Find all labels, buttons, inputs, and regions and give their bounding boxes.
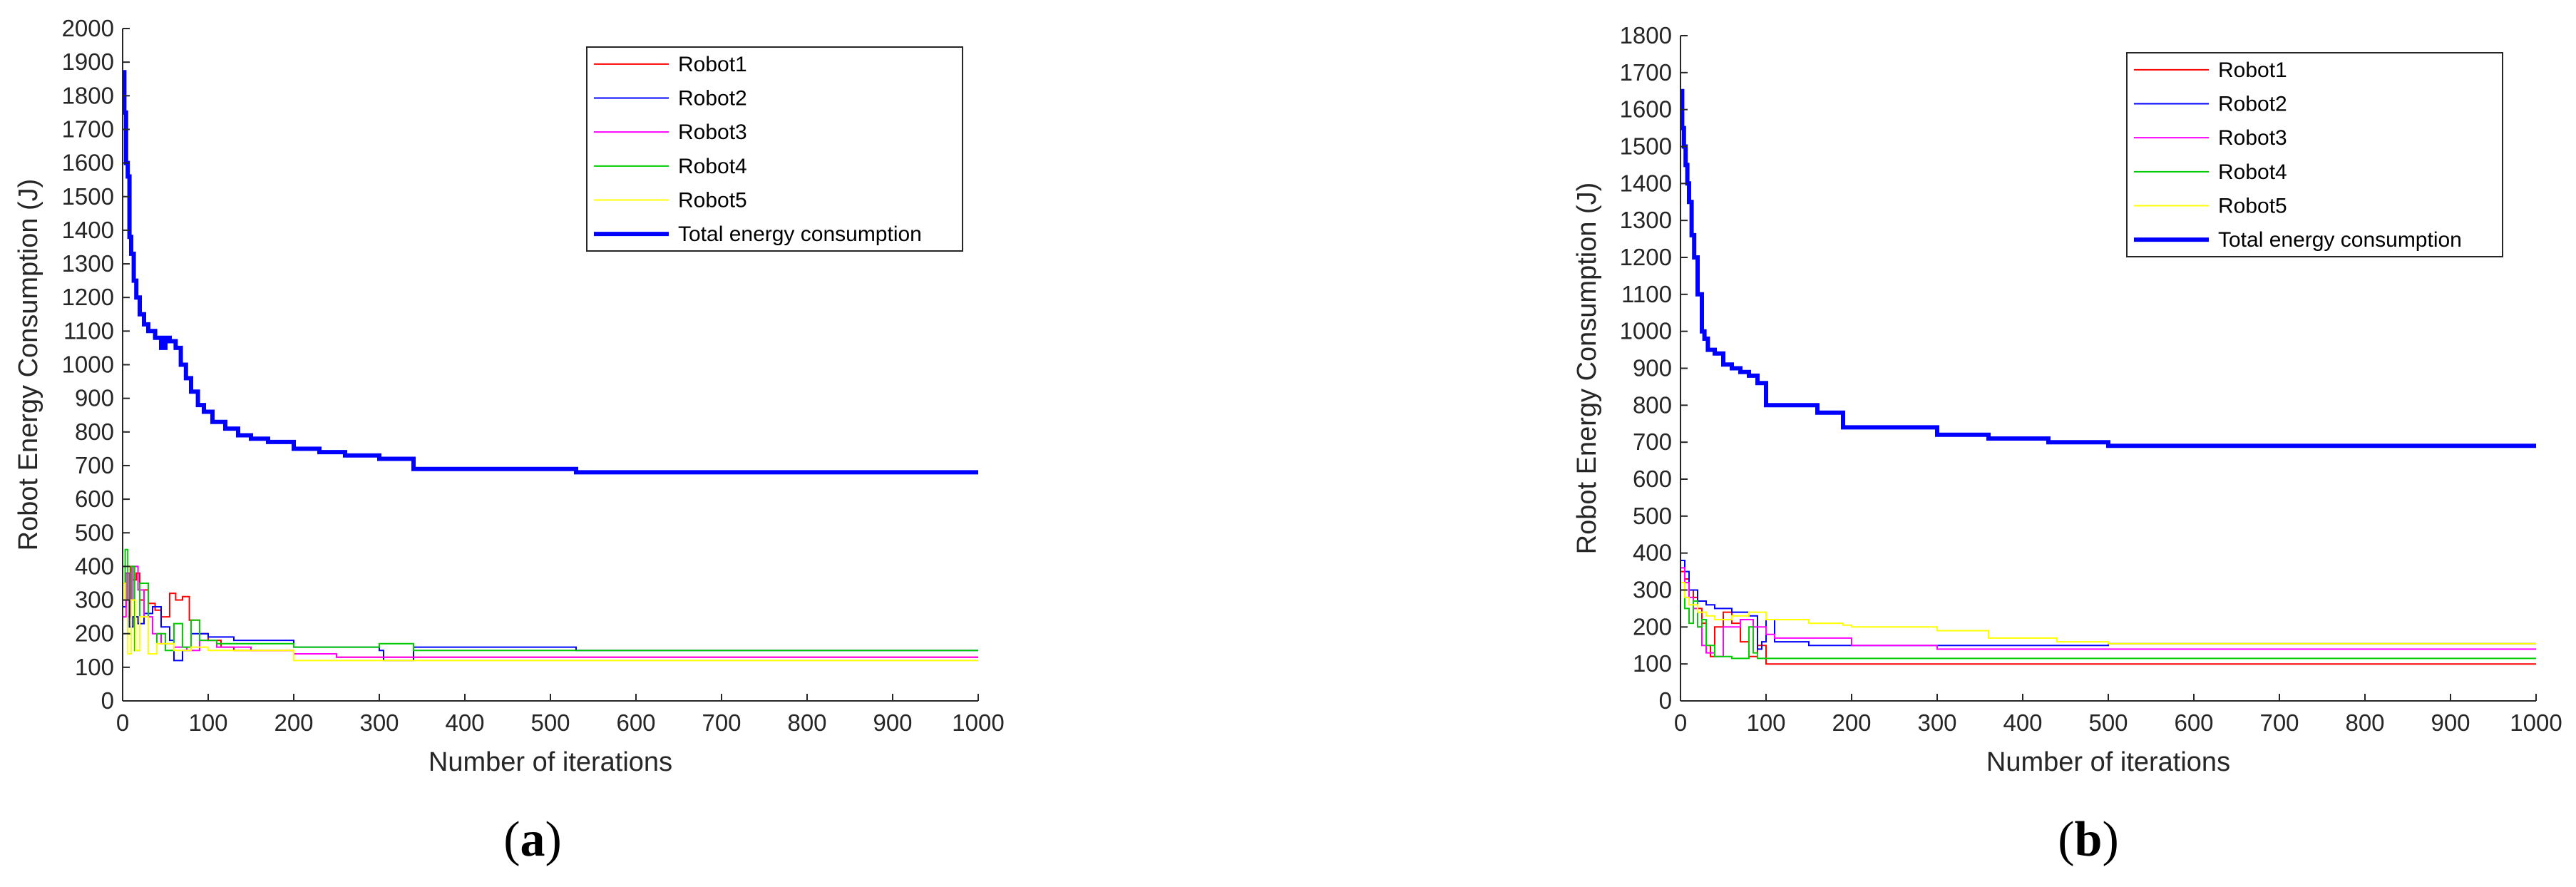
y-tick-label: 1600 bbox=[62, 150, 114, 176]
y-tick-label: 2000 bbox=[62, 15, 114, 41]
x-tick-label: 400 bbox=[445, 709, 484, 736]
y-tick-label: 200 bbox=[1633, 613, 1672, 640]
y-tick-label: 900 bbox=[75, 385, 114, 411]
y-tick-label: 300 bbox=[75, 587, 114, 613]
y-tick-label: 700 bbox=[1633, 429, 1672, 455]
y-tick-label: 500 bbox=[1633, 503, 1672, 529]
x-tick-label: 0 bbox=[1674, 709, 1687, 736]
y-tick-label: 1000 bbox=[62, 352, 114, 378]
y-tick-label: 400 bbox=[75, 553, 114, 579]
x-tick-label: 1000 bbox=[952, 709, 1004, 736]
y-tick-label: 100 bbox=[75, 654, 114, 680]
series-line-robot5 bbox=[123, 583, 978, 662]
y-axis-label: Robot Energy Consumption (J) bbox=[1572, 183, 1602, 555]
series-line-robot2 bbox=[123, 599, 978, 662]
x-tick-label: 100 bbox=[188, 709, 227, 736]
y-tick-label: 600 bbox=[1633, 466, 1672, 492]
legend-entry: Robot5 bbox=[678, 189, 747, 212]
series-line-total-energy-consumption bbox=[1680, 88, 2536, 448]
x-tick-label: 900 bbox=[873, 709, 912, 736]
panel-label: (a) bbox=[503, 812, 562, 867]
y-tick-label: 1400 bbox=[1620, 170, 1672, 196]
series-line-robot2 bbox=[1680, 560, 2536, 650]
x-axis-label: Number of iterations bbox=[1986, 747, 2230, 777]
y-tick-label: 1200 bbox=[1620, 244, 1672, 270]
legend-entry: Robot2 bbox=[678, 87, 747, 111]
x-tick-label: 900 bbox=[2431, 709, 2470, 736]
plot-area bbox=[122, 70, 978, 662]
y-tick-label: 0 bbox=[101, 687, 114, 714]
x-tick-label: 300 bbox=[359, 709, 399, 736]
legend-entry: Total energy consumption bbox=[2218, 228, 2462, 252]
y-tick-label: 1900 bbox=[62, 48, 114, 75]
chart-panel-b: 0 100 200 300 400 500 600 700 800 900 1000 0 100 200 3… bbox=[1572, 22, 2562, 867]
y-tick-label: 1800 bbox=[62, 82, 114, 108]
chart-panel-a: 0 100 200 300 400 500 600 700 800 900 1000 0 100 200 3… bbox=[14, 15, 1005, 867]
y-tick-label: 1100 bbox=[1621, 281, 1672, 307]
panel-label: (b) bbox=[2058, 812, 2119, 867]
y-tick-label: 1500 bbox=[1620, 133, 1672, 160]
x-tick-label: 200 bbox=[274, 709, 313, 736]
y-tick-label: 100 bbox=[1633, 650, 1672, 677]
y-tick-label: 400 bbox=[1633, 540, 1672, 566]
y-tick-label: 700 bbox=[75, 452, 114, 478]
x-tick-label: 700 bbox=[2259, 709, 2299, 736]
legend-entry: Robot3 bbox=[2218, 126, 2287, 150]
y-tick-label: 0 bbox=[1659, 687, 1672, 714]
legend-entry: Total energy consumption bbox=[678, 222, 922, 246]
legend-entry: Robot4 bbox=[2218, 160, 2287, 184]
x-tick-label: 200 bbox=[1832, 709, 1871, 736]
legend-box bbox=[586, 46, 963, 252]
legend-entry: Robot5 bbox=[2218, 195, 2287, 218]
x-axis-label: Number of iterations bbox=[429, 747, 672, 777]
y-tick-label: 900 bbox=[1633, 355, 1672, 381]
y-tick-label: 800 bbox=[75, 419, 114, 445]
legend-entry: Robot2 bbox=[2218, 93, 2287, 116]
x-tick-label: 800 bbox=[2345, 709, 2384, 736]
y-tick-label: 1700 bbox=[62, 116, 114, 142]
y-tick-label: 500 bbox=[75, 519, 114, 545]
series-line-robot1 bbox=[1680, 570, 2536, 665]
x-tick-label: 700 bbox=[702, 709, 741, 736]
y-tick-label: 800 bbox=[1633, 391, 1672, 418]
y-tick-label: 1000 bbox=[1620, 318, 1672, 344]
plot-area bbox=[1680, 88, 2536, 665]
series-line-robot4 bbox=[123, 548, 978, 655]
series-line-total-energy-consumption bbox=[122, 70, 978, 475]
x-tick-label: 1000 bbox=[2510, 709, 2562, 736]
x-tick-label: 500 bbox=[2088, 709, 2128, 736]
x-tick-label: 300 bbox=[1917, 709, 1956, 736]
legend: Robot1 Robot2 Robot3 Robot4 Robot5 Total ener… bbox=[586, 46, 963, 252]
y-tick-label: 1100 bbox=[63, 317, 114, 344]
y-tick-label: 1600 bbox=[1620, 96, 1672, 123]
legend-entry: Robot4 bbox=[678, 155, 747, 178]
legend-entry: Robot3 bbox=[678, 121, 747, 144]
y-tick-label: 1300 bbox=[62, 250, 114, 277]
y-tick-label: 600 bbox=[75, 486, 114, 512]
y-tick-label: 1400 bbox=[62, 217, 114, 243]
y-tick-label: 1300 bbox=[1620, 207, 1672, 233]
x-tick-label: 0 bbox=[116, 709, 129, 736]
series-line-robot5 bbox=[1680, 582, 2536, 645]
y-tick-label: 200 bbox=[75, 620, 114, 647]
x-tick-label: 600 bbox=[2174, 709, 2213, 736]
legend: Robot1 Robot2 Robot3 Robot4 Robot5 Total ener… bbox=[2126, 52, 2503, 257]
legend-entry: Robot1 bbox=[2218, 58, 2287, 82]
legend-box bbox=[2126, 52, 2503, 257]
y-axis-label: Robot Energy Consumption (J) bbox=[14, 179, 43, 551]
y-tick-label: 1700 bbox=[1620, 59, 1672, 86]
y-tick-label: 300 bbox=[1633, 577, 1672, 603]
x-tick-label: 800 bbox=[787, 709, 826, 736]
x-tick-label: 500 bbox=[530, 709, 570, 736]
y-tick-label: 1800 bbox=[1620, 22, 1672, 48]
y-tick-label: 1200 bbox=[62, 284, 114, 310]
legend-entry: Robot1 bbox=[678, 53, 747, 76]
x-tick-label: 100 bbox=[1746, 709, 1785, 736]
x-tick-label: 400 bbox=[2003, 709, 2042, 736]
x-tick-label: 600 bbox=[616, 709, 655, 736]
y-tick-label: 1500 bbox=[62, 183, 114, 210]
series-line-robot4 bbox=[1680, 589, 2536, 660]
